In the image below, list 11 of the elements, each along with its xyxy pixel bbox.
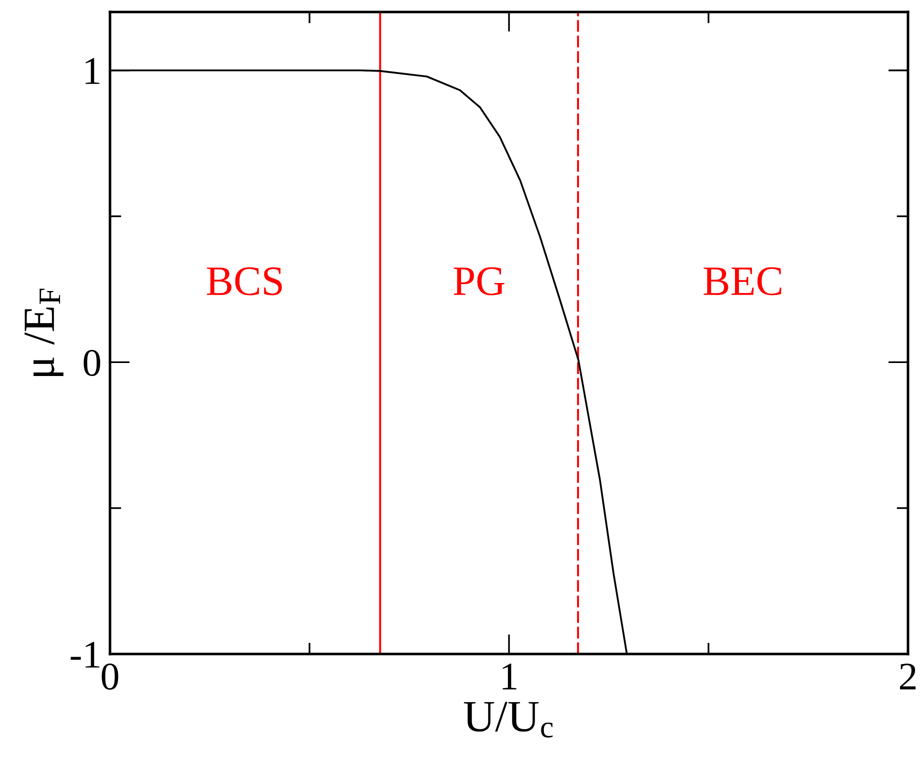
- annotation: BEC: [704, 267, 782, 296]
- y-tick-label: -1: [70, 642, 100, 668]
- y-tick-label: 1: [86, 58, 100, 84]
- annotation: PG: [454, 267, 504, 296]
- annotation: BCS: [206, 267, 282, 296]
- x-axis-title: U/U$_{c}$: [464, 702, 553, 738]
- y-axis-title: μ /E$_{F}$: [24, 288, 64, 376]
- x-tick-label: 1: [502, 664, 516, 690]
- x-tick-label: 0: [102, 663, 118, 690]
- x-tick-label: 2: [900, 664, 916, 690]
- y-tick-label: 0: [84, 350, 100, 376]
